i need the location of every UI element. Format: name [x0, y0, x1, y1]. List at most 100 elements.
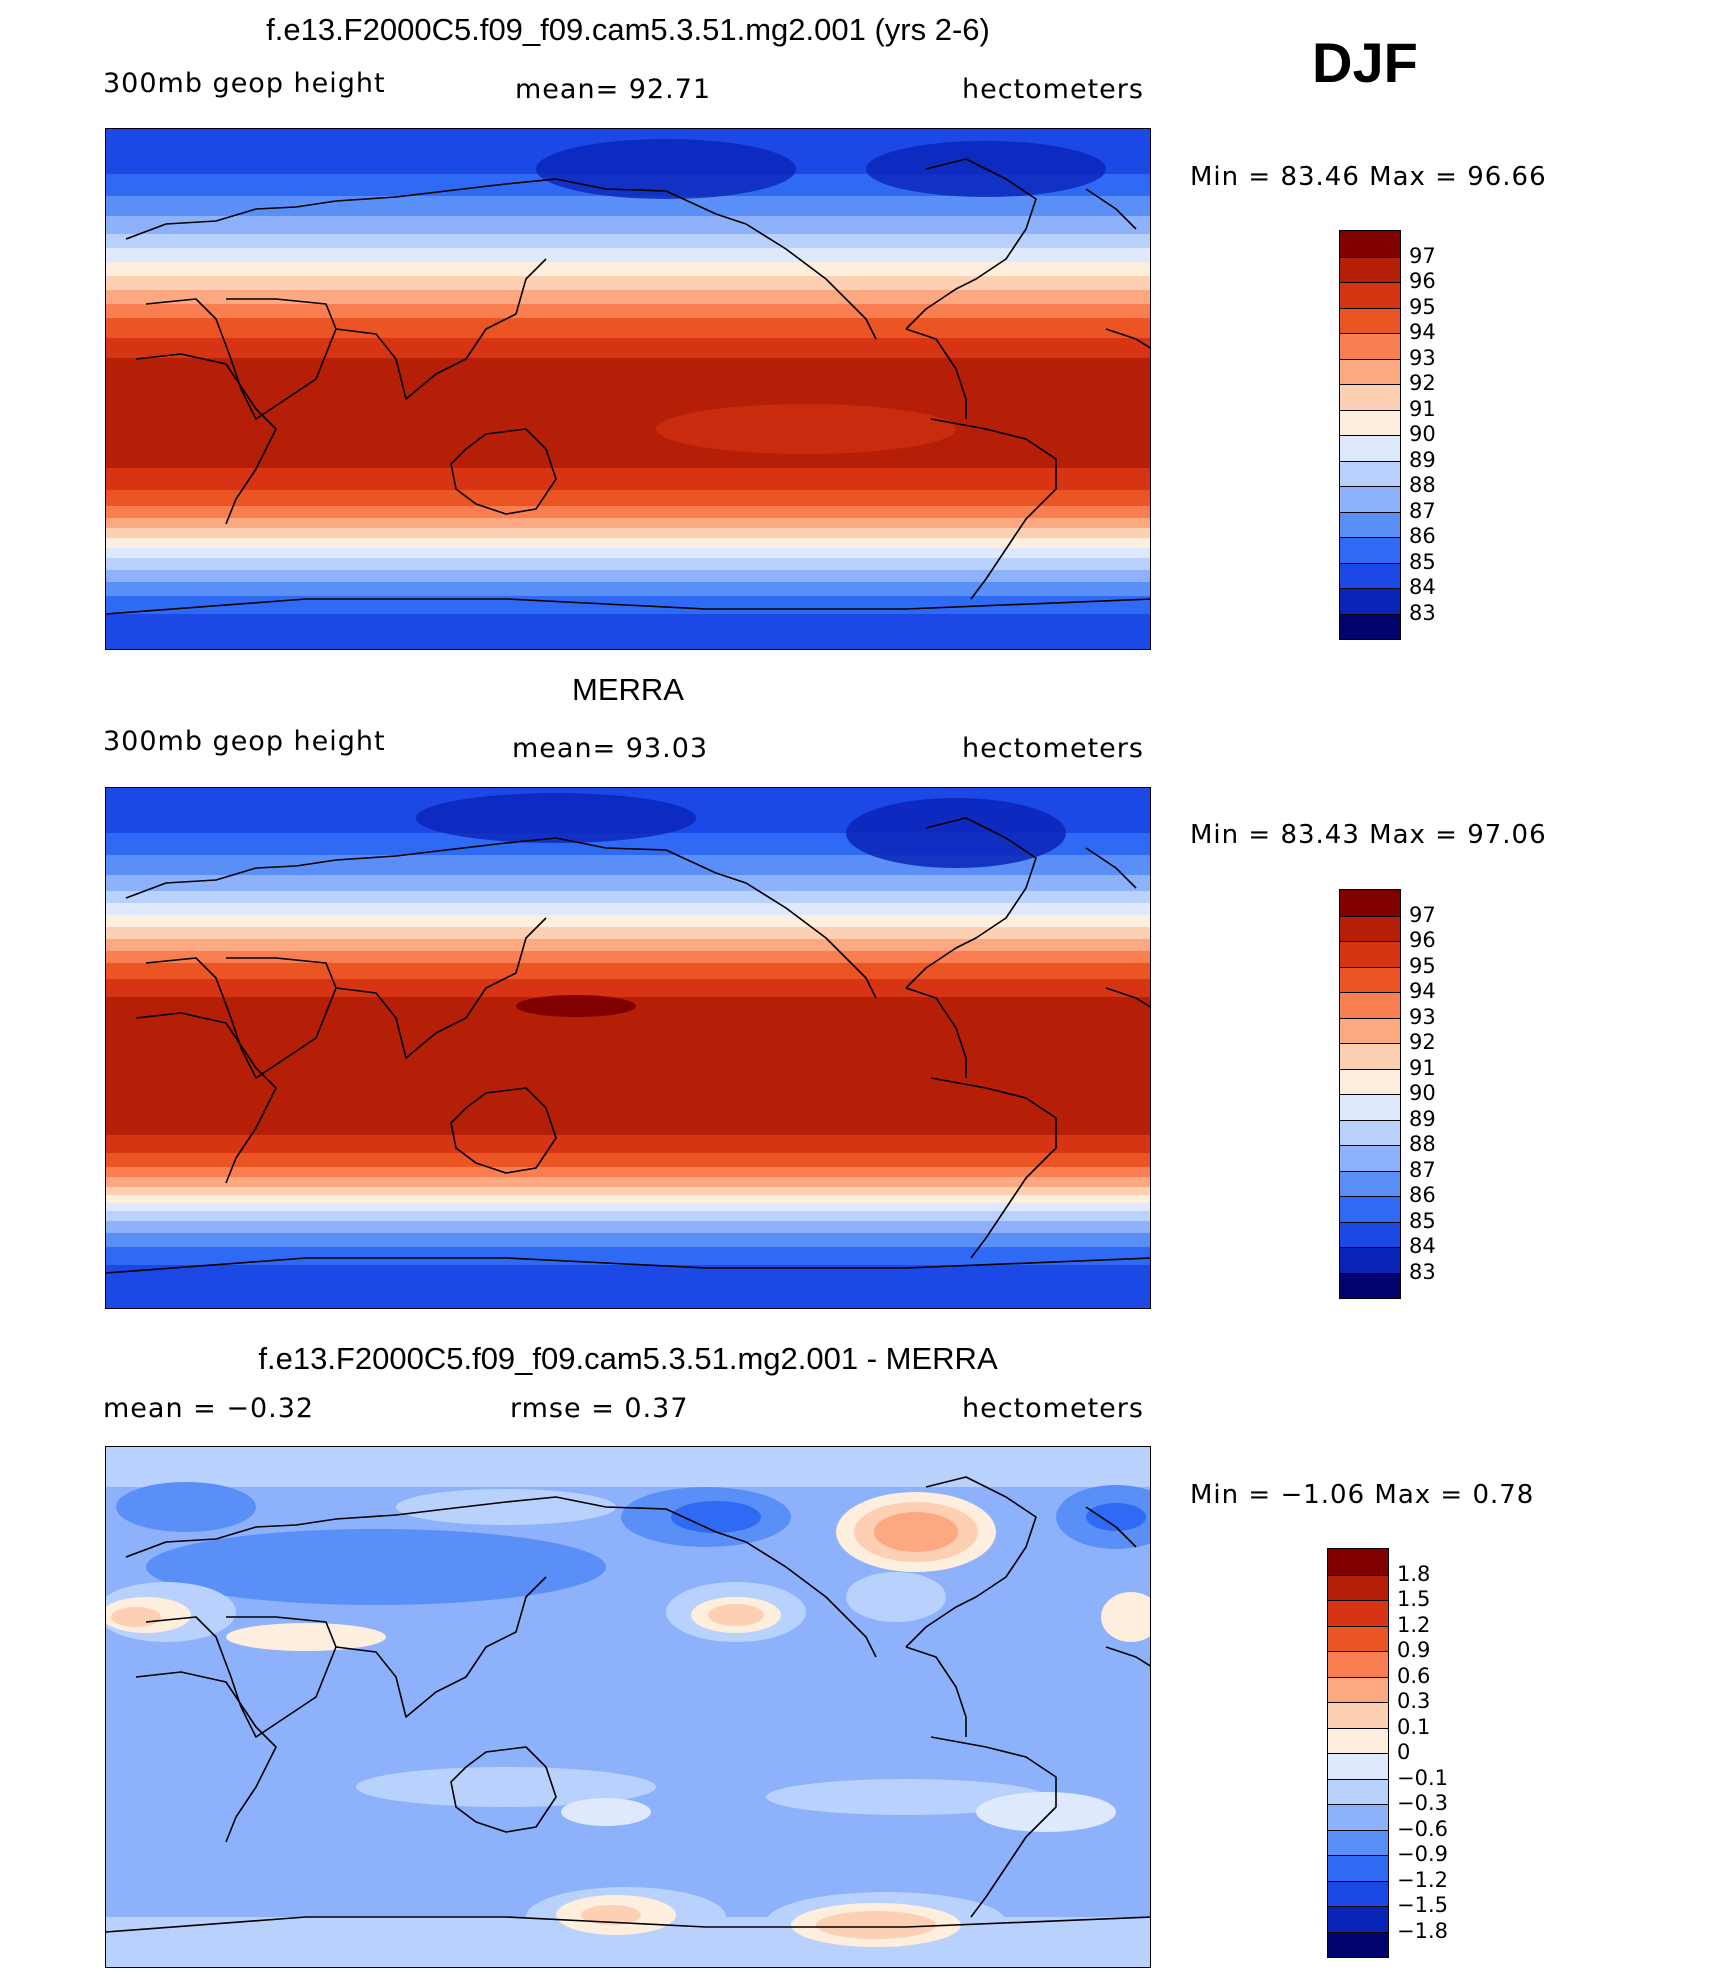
colorbar-swatch [1340, 1068, 1400, 1094]
colorbar-tick-label: 96 [1409, 928, 1436, 952]
colorbar-swatch [1328, 1676, 1388, 1702]
colorbar-swatch [1340, 1196, 1400, 1222]
colorbar-tick-label: 96 [1409, 269, 1436, 293]
panel-obs-units-label: hectometers [962, 733, 1144, 764]
colorbar-tick-label: 85 [1409, 549, 1436, 574]
colorbar-swatch [1340, 1170, 1400, 1196]
colorbar-swatch [1340, 562, 1400, 588]
colorbar-swatch [1340, 941, 1400, 967]
colorbar-tick-label: 86 [1409, 524, 1436, 548]
colorbar-tick-label: 94 [1409, 320, 1436, 344]
panel-model-units-label: hectometers [962, 74, 1144, 105]
colorbar-swatch [1340, 1221, 1400, 1247]
colorbar-swatch [1328, 1855, 1388, 1881]
colorbar-swatch [1328, 1829, 1388, 1855]
colorbar-swatch [1328, 1574, 1388, 1600]
colorbar-swatch [1340, 486, 1400, 512]
season-label: DJF [1312, 31, 1418, 94]
colorbar-swatch [1340, 537, 1400, 563]
colorbar-tick-label: 92 [1409, 371, 1436, 395]
colorbar-swatch [1328, 1880, 1388, 1906]
colorbar-tick-label: 1.5 [1397, 1587, 1431, 1611]
colorbar-tick-label: 1.2 [1397, 1612, 1431, 1637]
panel-diff-title: f.e13.F2000C5.f09_f09.cam5.3.51.mg2.001 … [258, 1341, 998, 1376]
colorbar-swatch [1328, 1804, 1388, 1830]
colorbar-swatch [1340, 966, 1400, 992]
colorbar-tick-label: 0.9 [1397, 1638, 1431, 1662]
colorbar-swatch [1328, 1549, 1388, 1575]
colorbar-tick-label: 91 [1409, 1055, 1436, 1080]
panel-diff-contour-svg [106, 1447, 1150, 1967]
colorbar-tick-label: 87 [1409, 1157, 1436, 1182]
colorbar-swatch [1328, 1753, 1388, 1779]
colorbar-tick-label: 89 [1409, 1106, 1436, 1131]
colorbar-tick-label: 94 [1409, 979, 1436, 1003]
panel-diff-units-label: hectometers [962, 1393, 1144, 1424]
panel-obs-variable-label: 300mb geop height [103, 726, 386, 757]
colorbar-swatch [1340, 384, 1400, 410]
panel-model-colorbar-swatches [1339, 230, 1401, 640]
panel-obs-title: MERRA [572, 672, 684, 707]
colorbar-swatch [1340, 358, 1400, 384]
colorbar-tick-label: 89 [1409, 447, 1436, 472]
colorbar-tick-label: 93 [1409, 1004, 1436, 1029]
colorbar-swatch [1328, 1651, 1388, 1677]
colorbar-swatch [1340, 333, 1400, 359]
colorbar-swatch [1340, 435, 1400, 461]
colorbar-tick-label: −0.3 [1397, 1791, 1448, 1815]
colorbar-tick-label: 1.8 [1397, 1561, 1431, 1586]
colorbar-tick-label: −1.5 [1397, 1893, 1448, 1917]
colorbar-tick-label: 88 [1409, 1132, 1436, 1156]
colorbar-tick-label: 92 [1409, 1030, 1436, 1054]
colorbar-swatch [1340, 1247, 1400, 1273]
colorbar-tick-label: 97 [1409, 243, 1436, 268]
colorbar-tick-label: 90 [1409, 422, 1436, 446]
panel-model-minmax: Min = 83.46 Max = 96.66 [1190, 162, 1547, 192]
colorbar-tick-label: 93 [1409, 345, 1436, 370]
colorbar-tick-label: 87 [1409, 498, 1436, 523]
colorbar-swatch [1340, 890, 1400, 916]
colorbar-swatch [1340, 256, 1400, 282]
colorbar-tick-label: 0 [1397, 1740, 1411, 1764]
colorbar-swatch [1340, 409, 1400, 435]
colorbar-tick-label: 86 [1409, 1183, 1436, 1207]
panel-diff-mean-label: mean = −0.32 [103, 1393, 315, 1424]
panel-diff-colorbar-swatches [1327, 1548, 1389, 1958]
colorbar-tick-label: −1.8 [1397, 1918, 1448, 1943]
panel-obs-colorbar-swatches [1339, 889, 1401, 1299]
colorbar-swatch [1328, 1625, 1388, 1651]
panel-model-map [105, 128, 1151, 650]
panel-model-variable-label: 300mb geop height [103, 68, 386, 99]
colorbar-swatch [1340, 231, 1400, 257]
colorbar-swatch [1340, 1145, 1400, 1171]
colorbar-swatch [1340, 613, 1400, 639]
panel-obs-map [105, 787, 1151, 1309]
colorbar-swatch [1328, 1702, 1388, 1728]
colorbar-tick-label: −0.6 [1397, 1816, 1448, 1841]
colorbar-tick-label: −0.9 [1397, 1842, 1448, 1866]
panel-diff-rmse-label: rmse = 0.37 [510, 1393, 689, 1424]
colorbar-swatch [1340, 1119, 1400, 1145]
panel-model-title: f.e13.F2000C5.f09_f09.cam5.3.51.mg2.001 … [266, 12, 990, 47]
colorbar-tick-label: −0.1 [1397, 1765, 1448, 1790]
panel-obs-mean-label: mean= 93.03 [512, 733, 709, 764]
colorbar-tick-label: 84 [1409, 575, 1436, 599]
colorbar-swatch [1340, 992, 1400, 1018]
colorbar-tick-label: 0.6 [1397, 1663, 1431, 1688]
colorbar-swatch [1340, 1043, 1400, 1069]
colorbar-tick-label: 91 [1409, 396, 1436, 421]
panel-obs-minmax: Min = 83.43 Max = 97.06 [1190, 820, 1547, 850]
panel-model-mean-label: mean= 92.71 [515, 74, 712, 105]
panel-diff-minmax: Min = −1.06 Max = 0.78 [1190, 1480, 1535, 1510]
colorbar-tick-label: 95 [1409, 294, 1436, 319]
colorbar-swatch [1340, 460, 1400, 486]
colorbar-swatch [1340, 1272, 1400, 1298]
colorbar-swatch [1328, 1931, 1388, 1957]
colorbar-swatch [1328, 1906, 1388, 1932]
colorbar-tick-label: 97 [1409, 902, 1436, 927]
panel-diff-map [105, 1446, 1151, 1968]
colorbar-swatch [1340, 282, 1400, 308]
colorbar-tick-label: 95 [1409, 953, 1436, 978]
colorbar-swatch [1340, 1094, 1400, 1120]
colorbar-swatch [1328, 1778, 1388, 1804]
